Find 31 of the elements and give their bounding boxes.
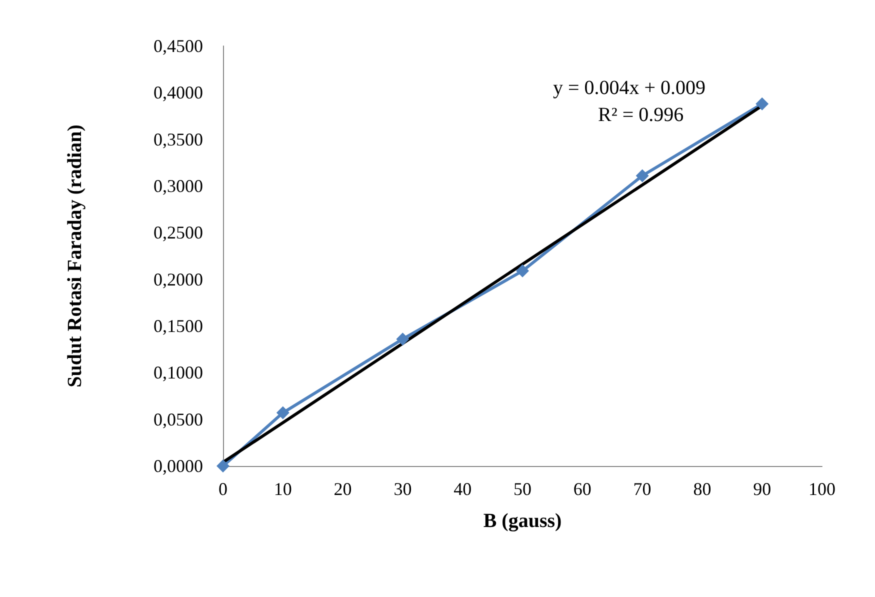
- point: [636, 169, 649, 182]
- y-tick-label: 0,3000: [154, 176, 203, 196]
- y-tick-label: 0,2000: [154, 269, 203, 290]
- x-tick-label: 70: [633, 479, 652, 499]
- point: [756, 97, 769, 110]
- annotation: y = 0.004x + 0.009: [553, 77, 706, 99]
- x-tick-label: 10: [274, 479, 292, 499]
- x-tick-label: 20: [334, 479, 352, 499]
- y-tick-label: 0,3500: [154, 129, 203, 150]
- point: [516, 264, 529, 278]
- y-tick-label: 0,4500: [154, 36, 203, 56]
- y-tick-label: 0,0000: [154, 456, 203, 476]
- x-axis-title: B (gauss): [483, 510, 562, 532]
- y-tick-label: 0,1500: [154, 316, 203, 336]
- x-tick-label: 40: [454, 479, 472, 499]
- y-tick-label: 0,0500: [154, 409, 203, 430]
- x-tick-label: 50: [514, 479, 532, 499]
- x-tick-label: 60: [573, 479, 592, 499]
- x-tick-label: 30: [394, 479, 412, 499]
- point: [276, 406, 290, 420]
- point: [396, 332, 410, 346]
- x-tick-label: 90: [753, 479, 772, 499]
- y-axis-title: Sudut Rotasi Faraday (radian): [64, 124, 86, 388]
- annotation: R² = 0.996: [598, 104, 684, 126]
- x-tick-label: 100: [808, 479, 836, 499]
- x-tick-label: 80: [693, 479, 712, 499]
- point: [216, 460, 230, 472]
- y-tick-label: 0,4000: [154, 82, 203, 103]
- y-tick-label: 0,1000: [154, 362, 203, 383]
- y-tick-label: 0,2500: [154, 222, 203, 243]
- x-tick-label: 0: [218, 479, 228, 499]
